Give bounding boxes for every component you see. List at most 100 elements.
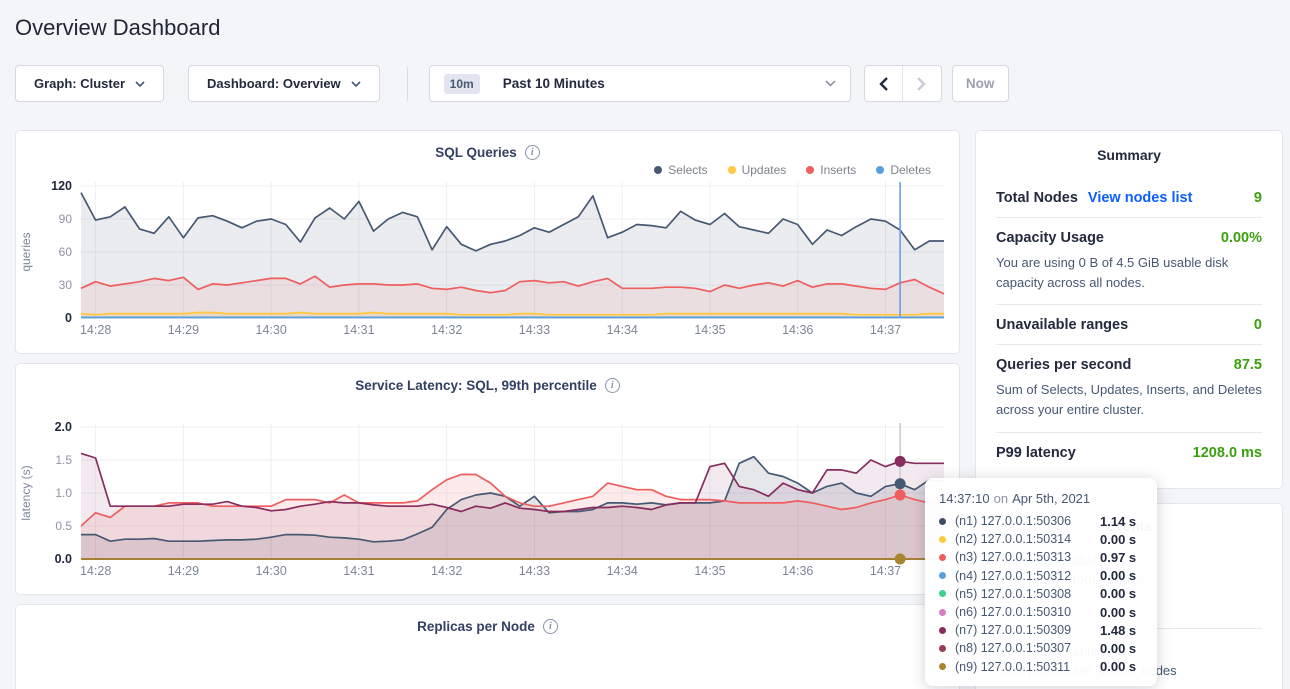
y-axis-tick-label: 1.0 xyxy=(55,486,72,500)
x-axis-tick-label: 14:28 xyxy=(80,564,111,578)
y-axis-tick-label: 0.0 xyxy=(55,552,72,566)
node-color-dot xyxy=(939,663,946,670)
replicas-panel: Replicas per Node i xyxy=(15,604,960,689)
x-axis-tick-label: 14:37 xyxy=(870,323,901,337)
summary-stat: Capacity Usage0.00% You are using 0 B of … xyxy=(996,217,1262,304)
y-axis-tick-label: 60 xyxy=(59,245,73,259)
sql-queries-chart-canvas[interactable]: 14:2814:2914:3014:3114:3214:3314:3414:35… xyxy=(16,178,959,348)
summary-stat-label: Total Nodes xyxy=(996,190,1078,206)
legend-label: Updates xyxy=(742,163,787,177)
y-axis-tick-label: 0.5 xyxy=(55,519,72,533)
toolbar-divider xyxy=(407,67,408,101)
latency-panel: Service Latency: SQL, 99th percentile i … xyxy=(15,363,960,595)
latency-chart-canvas[interactable]: 14:2814:2914:3014:3114:3214:3314:3414:35… xyxy=(16,419,959,589)
summary-stat: P99 latency1208.0 ms xyxy=(996,432,1262,472)
time-prev-button[interactable] xyxy=(865,66,903,101)
replicas-title-row: Replicas per Node i xyxy=(16,605,959,634)
tooltip-node-row: (n2) 127.0.0.1:503140.00 s xyxy=(939,530,1143,548)
tooltip-node-label: (n7) 127.0.0.1:50309 xyxy=(955,623,1100,637)
tooltip-node-value: 0.97 s xyxy=(1100,550,1136,565)
node-color-dot xyxy=(939,554,946,561)
summary-stat: Unavailable ranges 0 xyxy=(996,304,1262,344)
tooltip-node-label: (n4) 127.0.0.1:50312 xyxy=(955,569,1100,583)
x-axis-tick-label: 14:36 xyxy=(782,323,813,337)
graph-dropdown[interactable]: Graph: Cluster xyxy=(15,65,164,102)
tooltip-node-row: (n7) 127.0.0.1:503091.48 s xyxy=(939,621,1143,639)
legend-label: Selects xyxy=(668,163,707,177)
tooltip-node-label: (n8) 127.0.0.1:50307 xyxy=(955,641,1100,655)
summary-stat-value: 87.5 xyxy=(1234,357,1262,373)
info-icon[interactable]: i xyxy=(605,378,620,393)
tooltip-node-row: (n8) 127.0.0.1:503070.00 s xyxy=(939,639,1143,657)
node-color-dot xyxy=(939,609,946,616)
time-range-badge: 10m xyxy=(444,74,480,94)
hover-data-dot xyxy=(895,489,906,500)
x-axis-tick-label: 14:30 xyxy=(256,323,287,337)
summary-stat-value: 0 xyxy=(1254,317,1262,333)
summary-stat-label: Unavailable ranges xyxy=(996,317,1128,333)
now-button[interactable]: Now xyxy=(952,65,1009,102)
legend-item-deletes[interactable]: Deletes xyxy=(876,162,931,178)
y-axis-tick-label: 120 xyxy=(51,179,72,193)
page-title: Overview Dashboard xyxy=(15,0,1283,41)
hover-data-dot xyxy=(895,554,906,565)
tooltip-time: 14:37:10 xyxy=(939,491,990,506)
chevron-left-icon xyxy=(879,77,888,91)
summary-stat-row: P99 latency1208.0 ms xyxy=(996,445,1262,461)
tooltip-node-row: (n5) 127.0.0.1:503080.00 s xyxy=(939,585,1143,603)
summary-stat: Total NodesView nodes list9 xyxy=(996,178,1262,217)
tooltip-node-value: 0.00 s xyxy=(1100,586,1136,601)
x-axis-tick-label: 14:29 xyxy=(168,564,199,578)
legend-item-inserts[interactable]: Inserts xyxy=(806,162,856,178)
sql-queries-legend: Selects Updates Inserts Deletes xyxy=(16,160,959,178)
time-pager xyxy=(864,65,942,102)
time-next-button[interactable] xyxy=(903,66,941,101)
chart-title: SQL Queries xyxy=(435,145,517,160)
chevron-down-icon xyxy=(825,80,836,87)
summary-stat: Queries per second87.5 Sum of Selects, Up… xyxy=(996,344,1262,431)
summary-panel: Summary Total NodesView nodes list9Capac… xyxy=(975,130,1283,489)
tooltip-node-row: (n4) 127.0.0.1:503120.00 s xyxy=(939,567,1143,585)
tooltip-rows: (n1) 127.0.0.1:503061.14 s(n2) 127.0.0.1… xyxy=(939,512,1143,676)
y-axis-tick-label: 30 xyxy=(59,278,73,292)
x-axis-tick-label: 14:29 xyxy=(168,323,199,337)
x-axis-tick-label: 14:35 xyxy=(694,564,725,578)
chevron-down-icon xyxy=(135,81,145,87)
legend-item-selects[interactable]: Selects xyxy=(654,162,707,178)
tooltip-node-value: 1.48 s xyxy=(1100,623,1136,638)
x-axis-tick-label: 14:30 xyxy=(256,564,287,578)
summary-stat-label: P99 latency xyxy=(996,445,1076,461)
x-axis-tick-label: 14:34 xyxy=(607,323,638,337)
tooltip-node-label: (n2) 127.0.0.1:50314 xyxy=(955,532,1100,546)
info-icon[interactable]: i xyxy=(543,619,558,634)
x-axis-tick-label: 14:32 xyxy=(431,323,462,337)
node-color-dot xyxy=(939,645,946,652)
toolbar: Graph: Cluster Dashboard: Overview 10m P… xyxy=(15,65,1283,102)
summary-stat-description: You are using 0 B of 4.5 GiB usable disk… xyxy=(996,253,1262,293)
dashboard-dropdown-label: Dashboard: Overview xyxy=(207,76,341,91)
summary-title: Summary xyxy=(996,147,1262,163)
view-nodes-list-link[interactable]: View nodes list xyxy=(1088,190,1193,206)
sql-queries-panel: SQL Queries i Selects Updates Inserts Delet… xyxy=(15,130,960,354)
time-range-dropdown[interactable]: 10m Past 10 Minutes xyxy=(429,65,851,102)
tooltip-date: Apr 5th, 2021 xyxy=(1012,491,1090,506)
node-color-dot xyxy=(939,572,946,579)
chart-hover-tooltip: 14:37:10onApr 5th, 2021 (n1) 127.0.0.1:5… xyxy=(925,478,1157,686)
chevron-down-icon xyxy=(351,81,361,87)
summary-stat-row: Queries per second87.5 xyxy=(996,357,1262,373)
y-axis-tick-label: 0 xyxy=(65,311,72,325)
info-icon[interactable]: i xyxy=(525,145,540,160)
chart-title: Replicas per Node xyxy=(417,619,535,634)
y-axis-title: latency (s) xyxy=(19,465,33,520)
x-axis-tick-label: 14:32 xyxy=(431,564,462,578)
legend-item-updates[interactable]: Updates xyxy=(728,162,787,178)
dashboard-dropdown[interactable]: Dashboard: Overview xyxy=(188,65,380,102)
x-axis-tick-label: 14:36 xyxy=(782,564,813,578)
tooltip-node-row: (n1) 127.0.0.1:503061.14 s xyxy=(939,512,1143,530)
overview-dashboard-page: Overview Dashboard Graph: Cluster Dashbo… xyxy=(0,0,1290,689)
legend-dot-icon xyxy=(728,166,736,174)
sql-queries-title-row: SQL Queries i xyxy=(16,131,959,160)
summary-stat-description: Sum of Selects, Updates, Inserts, and De… xyxy=(996,380,1262,420)
summary-stat-row: Capacity Usage0.00% xyxy=(996,230,1262,246)
y-axis-title: queries xyxy=(19,232,33,271)
